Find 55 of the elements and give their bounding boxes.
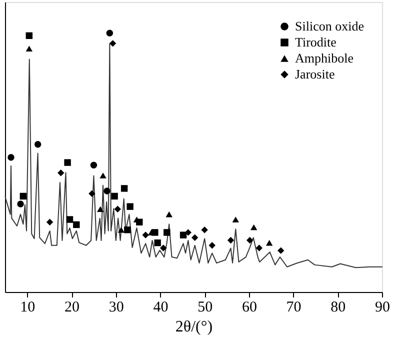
point <box>26 46 33 52</box>
x-axis-title: 2θ/(°) <box>175 318 213 336</box>
point <box>246 236 254 244</box>
legend-label: Jarosite <box>295 66 335 82</box>
point <box>106 30 114 36</box>
point <box>66 216 74 223</box>
point <box>154 239 161 246</box>
point <box>201 226 208 234</box>
point <box>256 244 262 252</box>
point <box>114 206 122 212</box>
point <box>46 218 54 226</box>
point <box>120 185 128 192</box>
point <box>184 229 192 236</box>
point <box>97 206 104 212</box>
point <box>191 234 198 241</box>
legend-label: Silicon oxide <box>295 18 364 34</box>
point <box>278 247 284 254</box>
point <box>266 240 273 246</box>
point <box>26 32 33 40</box>
point <box>73 221 80 228</box>
x-tick-label: 80 <box>330 300 346 316</box>
point <box>8 154 14 161</box>
point <box>58 170 64 176</box>
point <box>250 224 258 230</box>
x-tick-label: 70 <box>286 300 302 316</box>
x-tick-label: 50 <box>198 300 213 316</box>
x-tick-label: 90 <box>375 300 390 316</box>
point <box>118 226 125 233</box>
point <box>17 200 24 208</box>
point <box>180 232 187 238</box>
point <box>232 216 239 222</box>
point <box>100 172 106 178</box>
point <box>166 211 172 218</box>
x-tick-label: 30 <box>108 300 124 316</box>
point <box>227 236 234 244</box>
point <box>90 162 98 168</box>
point <box>124 226 131 234</box>
point <box>164 229 170 236</box>
x-tick-label: 40 <box>153 300 168 316</box>
x-tick-label: 10 <box>20 300 36 316</box>
point <box>20 192 27 200</box>
point <box>109 40 116 47</box>
point <box>126 203 134 210</box>
point <box>111 192 118 200</box>
point <box>88 190 96 197</box>
legend-label: Amphibole <box>295 50 354 66</box>
x-tick-label: 60 <box>242 300 257 316</box>
x-tick-label: 20 <box>64 300 80 316</box>
point <box>208 242 216 249</box>
point <box>142 232 149 238</box>
point <box>104 188 110 194</box>
legend-label: Tirodite <box>295 34 337 50</box>
point <box>34 141 42 148</box>
point <box>160 244 167 252</box>
point <box>64 159 71 166</box>
